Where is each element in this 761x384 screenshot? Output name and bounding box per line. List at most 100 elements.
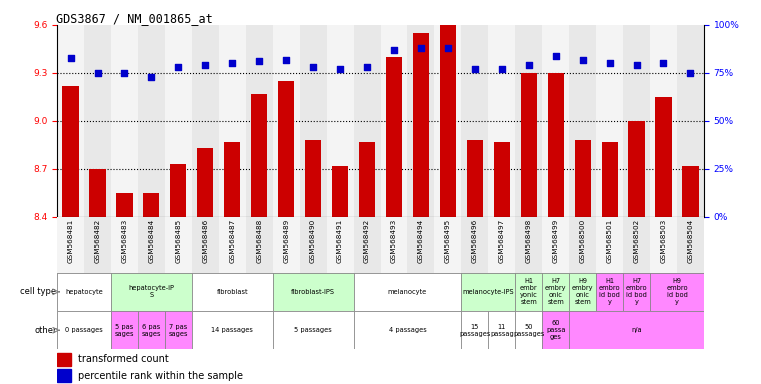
Bar — [138, 217, 165, 273]
Bar — [305, 140, 321, 217]
Bar — [57, 273, 111, 311]
Bar — [596, 25, 623, 217]
Bar — [386, 57, 402, 217]
Bar — [494, 142, 510, 217]
Text: GSM568491: GSM568491 — [337, 218, 343, 263]
Text: GSM568497: GSM568497 — [498, 218, 505, 263]
Bar — [489, 25, 515, 217]
Point — [226, 60, 238, 66]
Bar — [677, 25, 704, 217]
Point — [199, 62, 212, 68]
Point — [253, 58, 266, 65]
Text: GSM568499: GSM568499 — [552, 218, 559, 263]
Point — [280, 56, 292, 63]
Bar — [192, 25, 219, 217]
Point — [172, 64, 184, 70]
Text: percentile rank within the sample: percentile rank within the sample — [78, 371, 243, 381]
Text: 14 passages: 14 passages — [212, 327, 253, 333]
Bar — [435, 217, 461, 273]
Text: GDS3867 / NM_001865_at: GDS3867 / NM_001865_at — [56, 12, 213, 25]
Bar — [246, 217, 272, 273]
Bar — [326, 217, 354, 273]
Bar — [138, 25, 165, 217]
Point — [630, 62, 642, 68]
Point — [603, 60, 616, 66]
Bar — [197, 148, 213, 217]
Text: 0 passages: 0 passages — [65, 327, 103, 333]
Bar — [596, 273, 623, 311]
Bar — [569, 217, 596, 273]
Bar — [543, 311, 569, 349]
Text: GSM568487: GSM568487 — [229, 218, 235, 263]
Bar — [111, 311, 138, 349]
Bar — [515, 25, 543, 217]
Text: GSM568495: GSM568495 — [445, 218, 451, 263]
Point — [334, 66, 346, 72]
Bar — [623, 217, 650, 273]
Bar — [380, 217, 407, 273]
Text: GSM568490: GSM568490 — [310, 218, 316, 263]
Bar — [569, 311, 704, 349]
Text: melanocyte-IPS: melanocyte-IPS — [463, 289, 514, 295]
Point — [577, 56, 589, 63]
Bar — [111, 217, 138, 273]
Bar — [57, 25, 84, 217]
Point — [145, 74, 158, 80]
Text: GSM568500: GSM568500 — [580, 218, 586, 263]
Point — [469, 66, 481, 72]
Bar — [165, 311, 192, 349]
Text: 7 pas
sages: 7 pas sages — [169, 324, 188, 337]
Bar — [272, 217, 300, 273]
Bar — [548, 73, 564, 217]
Bar — [143, 193, 160, 217]
Bar — [165, 217, 192, 273]
Text: GSM568503: GSM568503 — [661, 218, 667, 263]
Text: GSM568481: GSM568481 — [68, 218, 74, 263]
Point — [523, 62, 535, 68]
Bar — [515, 217, 543, 273]
Point — [442, 45, 454, 51]
Bar — [412, 33, 429, 217]
Text: fibroblast: fibroblast — [216, 289, 248, 295]
Bar — [521, 73, 537, 217]
Text: GSM568493: GSM568493 — [391, 218, 397, 263]
Text: 6 pas
sages: 6 pas sages — [142, 324, 161, 337]
Point — [361, 64, 373, 70]
Text: H7
embro
id bod
y: H7 embro id bod y — [626, 278, 648, 305]
Point — [91, 70, 103, 76]
Bar — [489, 311, 515, 349]
Point — [549, 53, 562, 59]
Bar — [596, 217, 623, 273]
Bar — [354, 311, 461, 349]
Point — [684, 70, 696, 76]
Bar — [461, 25, 489, 217]
Bar — [90, 169, 106, 217]
Bar — [435, 25, 461, 217]
Point — [119, 70, 131, 76]
Bar — [219, 25, 246, 217]
Bar — [461, 273, 515, 311]
Text: GSM568488: GSM568488 — [256, 218, 263, 263]
Text: H9
embry
onic
stem: H9 embry onic stem — [572, 278, 594, 305]
Text: 50
passages: 50 passages — [513, 324, 544, 337]
Point — [388, 47, 400, 53]
Bar — [192, 217, 219, 273]
Bar — [84, 217, 111, 273]
Bar — [224, 142, 240, 217]
Text: GSM568498: GSM568498 — [526, 218, 532, 263]
Text: transformed count: transformed count — [78, 354, 168, 364]
Bar — [650, 217, 677, 273]
Text: other: other — [34, 326, 56, 335]
Bar — [677, 217, 704, 273]
Bar — [138, 311, 165, 349]
Bar — [575, 140, 591, 217]
Point — [495, 66, 508, 72]
Text: GSM568496: GSM568496 — [472, 218, 478, 263]
Point — [658, 60, 670, 66]
Bar — [359, 142, 375, 217]
Text: GSM568504: GSM568504 — [687, 218, 693, 263]
Bar — [278, 81, 295, 217]
Bar — [332, 166, 348, 217]
Text: GSM568494: GSM568494 — [418, 218, 424, 263]
Bar — [461, 217, 489, 273]
